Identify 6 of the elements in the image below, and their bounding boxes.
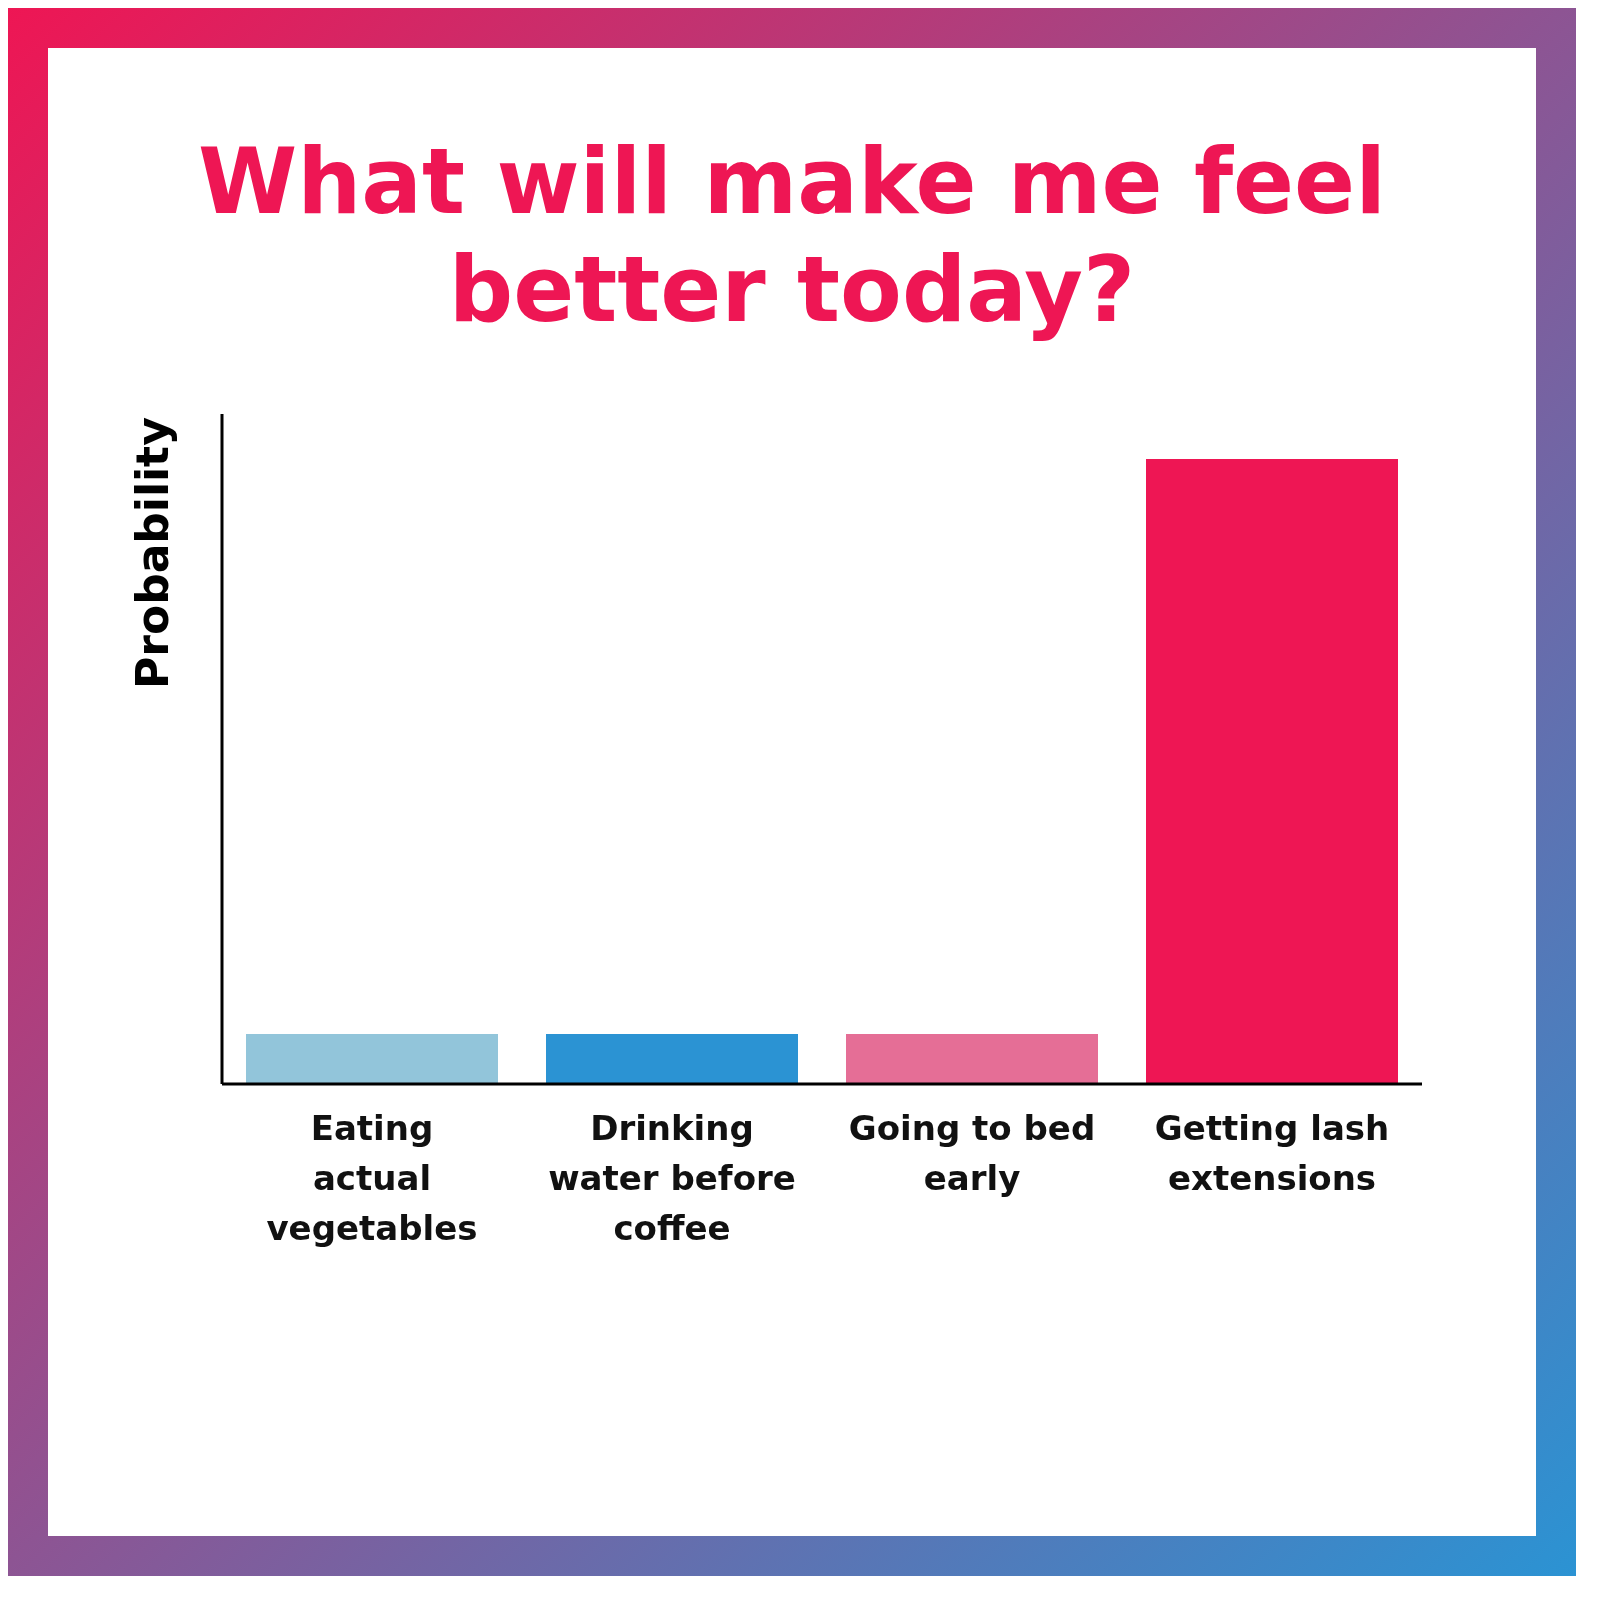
x-tick-label: Going to bed early — [848, 1108, 1096, 1198]
x-tick-label: Drinking water before coffee — [548, 1108, 796, 1248]
x-tick-label: Getting lash extensions — [1154, 1108, 1390, 1198]
y-axis-title: Probability — [126, 417, 178, 689]
chart-title: What will make me feel better today? — [197, 128, 1387, 344]
x-tick-label: Eating actual vegetables — [266, 1108, 478, 1248]
